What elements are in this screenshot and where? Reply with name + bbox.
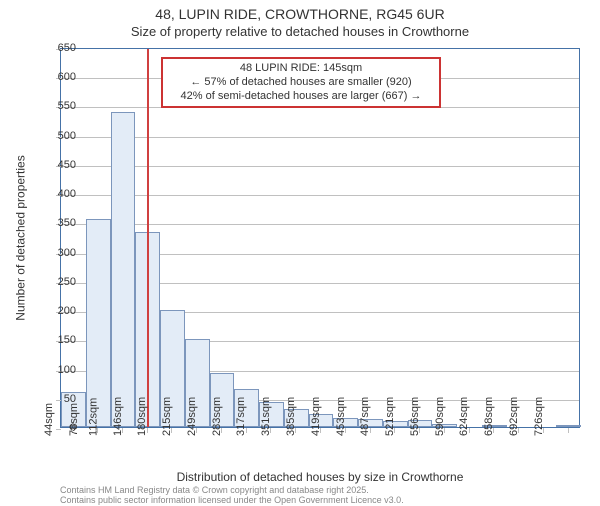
credits: Contains HM Land Registry data © Crown c… [60,486,404,506]
chart-container: 48, LUPIN RIDE, CROWTHORNE, RG45 6UR Siz… [0,0,600,500]
ytick-label: 350 [36,217,76,229]
chart-subtitle: Size of property relative to detached ho… [0,24,600,39]
gridline [61,166,579,167]
xtick-label: 419sqm [310,397,322,436]
ytick-label: 450 [36,159,76,171]
ytick-label: 200 [36,305,76,317]
xtick-label: 180sqm [136,397,148,436]
ytick-label: 550 [36,100,76,112]
ytick-label: 300 [36,247,76,259]
histogram-bar [111,112,136,427]
ytick-label: 150 [36,334,76,346]
ytick-label: 250 [36,276,76,288]
xtick-label: 521sqm [384,397,396,436]
gridline [61,137,579,138]
xtick-label: 556sqm [409,397,421,436]
xtick-label: 112sqm [88,398,100,436]
callout-line: 48 LUPIN RIDE: 145sqm [169,62,433,76]
xtick-label: 78sqm [68,403,80,436]
gridline [61,224,579,225]
xtick-label: 215sqm [161,397,173,436]
marker-line [147,49,149,427]
ytick-label: 400 [36,188,76,200]
xtick-label: 283sqm [211,397,223,436]
xtick-label: 624sqm [458,397,470,436]
y-axis-label: Number of detached properties [14,155,28,320]
xtick-label: 590sqm [433,397,445,436]
xtick-label: 385sqm [285,397,297,436]
xtick-label: 692sqm [508,397,520,436]
xtick-label: 726sqm [532,397,544,436]
xtick-label: 487sqm [359,397,371,436]
ytick-label: 500 [36,130,76,142]
xtick-label: 453sqm [334,397,346,436]
callout-line: ← 57% of detached houses are smaller (92… [169,76,433,90]
xtick-label: 146sqm [112,397,124,436]
xtick-label: 44sqm [43,403,55,436]
plot-area: 48 LUPIN RIDE: 145sqm← 57% of detached h… [60,48,580,428]
y-axis-label-wrap: Number of detached properties [14,48,28,428]
xtick-mark [568,428,569,433]
xtick-label: 658sqm [483,397,495,436]
ytick-label: 600 [36,71,76,83]
x-axis-label: Distribution of detached houses by size … [60,470,580,484]
callout-box: 48 LUPIN RIDE: 145sqm← 57% of detached h… [161,57,441,108]
ytick-label: 100 [36,364,76,376]
chart-title: 48, LUPIN RIDE, CROWTHORNE, RG45 6UR [0,6,600,22]
xtick-label: 317sqm [235,397,247,436]
ytick-label: 650 [36,42,76,54]
histogram-bar [86,219,111,427]
credits-line-2: Contains public sector information licen… [60,496,404,506]
xtick-label: 249sqm [186,397,198,436]
callout-line: 42% of semi-detached houses are larger (… [169,90,433,104]
xtick-label: 351sqm [260,397,272,436]
histogram-bar [556,425,581,427]
gridline [61,195,579,196]
